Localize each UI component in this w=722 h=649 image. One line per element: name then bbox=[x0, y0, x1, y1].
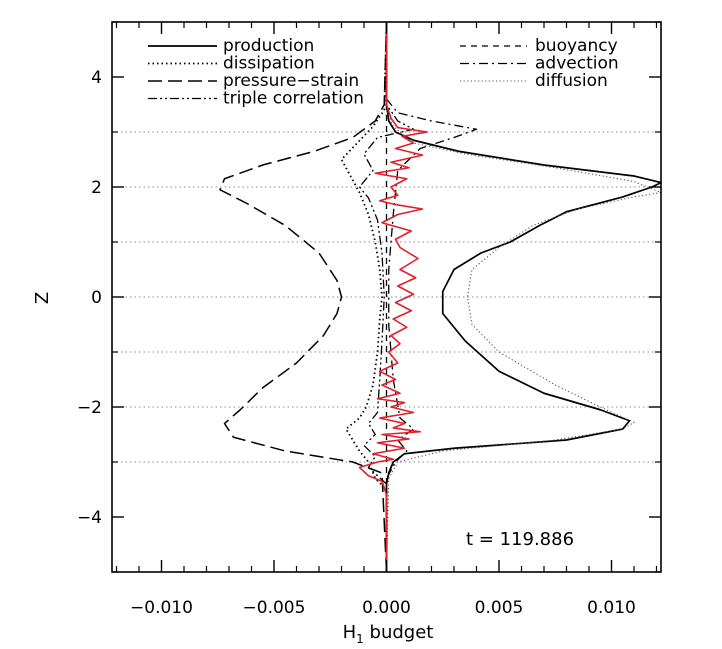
x-tick-label: −0.010 bbox=[130, 598, 193, 618]
legend-label: triple correlation bbox=[223, 89, 364, 109]
y-tick-label: 4 bbox=[91, 68, 102, 88]
axis-ticks: −0.010 −0.005 0.000 0.005 0.010 −4 −2 0 2 4 bbox=[77, 21, 661, 618]
legend-label: buoyancy bbox=[535, 36, 618, 56]
series-lines bbox=[219, 21, 662, 573]
x-axis-title-rest: budget bbox=[364, 622, 434, 643]
y-tick-label: 0 bbox=[91, 288, 102, 308]
x-axis-title-main: H bbox=[343, 622, 357, 643]
x-tick-label: 0.005 bbox=[475, 598, 524, 618]
series-dissipation bbox=[340, 21, 388, 572]
y-tick-label: 2 bbox=[91, 178, 102, 198]
y-tick-label: −2 bbox=[77, 398, 102, 418]
y-tick-label: −4 bbox=[77, 508, 102, 528]
series-pressure-strain bbox=[219, 21, 388, 573]
series-advection bbox=[385, 22, 478, 572]
x-axis-title: H1 budget bbox=[343, 622, 434, 646]
legend-label: dissipation bbox=[223, 54, 315, 74]
x-axis-title-subscript: 1 bbox=[356, 632, 364, 646]
x-tick-label: 0.010 bbox=[587, 598, 636, 618]
y-axis-title: Z bbox=[32, 292, 53, 304]
time-annotation: t = 119.886 bbox=[466, 529, 574, 550]
legend: productiondissipationpressure−straintrip… bbox=[148, 36, 619, 109]
legend-label: advection bbox=[535, 54, 619, 74]
x-tick-label: −0.005 bbox=[243, 598, 306, 618]
legend-label: pressure−strain bbox=[223, 71, 359, 91]
legend-label: production bbox=[223, 36, 314, 56]
x-tick-label: 0.000 bbox=[362, 598, 411, 618]
series-production bbox=[385, 22, 662, 572]
series-red bbox=[358, 22, 428, 572]
series-triple-correlation bbox=[358, 22, 415, 572]
legend-label: diffusion bbox=[535, 71, 608, 91]
